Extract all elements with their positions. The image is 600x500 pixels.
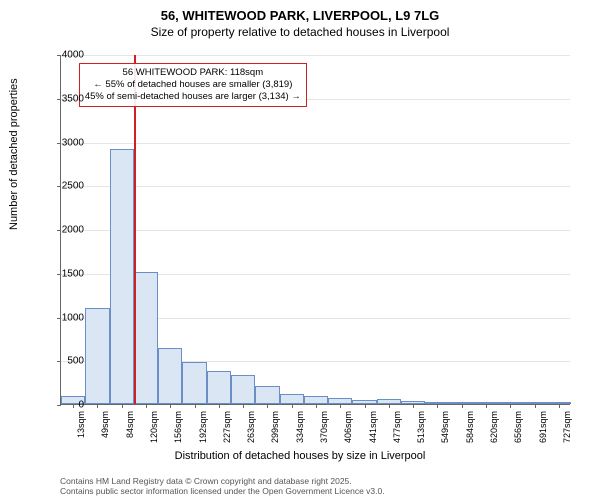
plot-area: 56 WHITEWOOD PARK: 118sqm← 55% of detach… <box>60 55 570 405</box>
annotation-line-1: 56 WHITEWOOD PARK: 118sqm <box>85 67 301 79</box>
xtick-label: 334sqm <box>295 411 305 451</box>
xtick-label: 370sqm <box>319 411 329 451</box>
xtick-label: 120sqm <box>149 411 159 451</box>
ytick-label: 500 <box>44 356 84 367</box>
xtick-mark <box>535 404 536 408</box>
bars-group <box>61 55 570 404</box>
bar <box>182 362 206 404</box>
xtick-mark <box>292 404 293 408</box>
xtick-mark <box>195 404 196 408</box>
xtick-label: 549sqm <box>440 411 450 451</box>
xtick-label: 227sqm <box>222 411 232 451</box>
xtick-mark <box>170 404 171 408</box>
xtick-label: 13sqm <box>76 411 86 451</box>
xtick-label: 691sqm <box>538 411 548 451</box>
bar <box>207 371 231 404</box>
xtick-mark <box>267 404 268 408</box>
xtick-label: 263sqm <box>246 411 256 451</box>
footer-line-2: Contains public sector information licen… <box>60 486 385 496</box>
chart-footer: Contains HM Land Registry data © Crown c… <box>60 476 385 496</box>
xtick-label: 49sqm <box>100 411 110 451</box>
xtick-mark <box>462 404 463 408</box>
xtick-label: 441sqm <box>368 411 378 451</box>
ytick-label: 1500 <box>44 268 84 279</box>
xtick-label: 477sqm <box>392 411 402 451</box>
annotation-line-2: ← 55% of detached houses are smaller (3,… <box>85 79 301 91</box>
xtick-mark <box>219 404 220 408</box>
annotation-line-3: 45% of semi-detached houses are larger (… <box>85 91 301 103</box>
chart-title: 56, WHITEWOOD PARK, LIVERPOOL, L9 7LG <box>0 0 600 23</box>
xtick-mark <box>486 404 487 408</box>
ytick-label: 1000 <box>44 312 84 323</box>
xtick-label: 620sqm <box>489 411 499 451</box>
xtick-mark <box>389 404 390 408</box>
bar <box>85 308 109 404</box>
footer-line-1: Contains HM Land Registry data © Crown c… <box>60 476 385 486</box>
xtick-label: 156sqm <box>173 411 183 451</box>
bar <box>158 348 182 404</box>
ytick-label: 3000 <box>44 137 84 148</box>
xtick-label: 656sqm <box>513 411 523 451</box>
xtick-mark <box>413 404 414 408</box>
xtick-mark <box>316 404 317 408</box>
xtick-mark <box>97 404 98 408</box>
xtick-label: 192sqm <box>198 411 208 451</box>
bar <box>255 386 279 404</box>
xtick-label: 513sqm <box>416 411 426 451</box>
xtick-label: 406sqm <box>343 411 353 451</box>
xtick-label: 727sqm <box>562 411 572 451</box>
xtick-mark <box>559 404 560 408</box>
xtick-mark <box>365 404 366 408</box>
ytick-label: 2500 <box>44 181 84 192</box>
x-axis-label: Distribution of detached houses by size … <box>0 450 600 462</box>
xtick-label: 84sqm <box>125 411 135 451</box>
ytick-label: 2000 <box>44 225 84 236</box>
xtick-mark <box>146 404 147 408</box>
y-axis-label: Number of detached properties <box>8 78 20 230</box>
annotation-box: 56 WHITEWOOD PARK: 118sqm← 55% of detach… <box>79 63 307 107</box>
xtick-mark <box>510 404 511 408</box>
marker-line <box>134 55 136 404</box>
xtick-label: 299sqm <box>270 411 280 451</box>
bar <box>110 149 134 405</box>
xtick-mark <box>437 404 438 408</box>
bar <box>304 396 328 404</box>
xtick-mark <box>122 404 123 408</box>
chart-container: 56, WHITEWOOD PARK, LIVERPOOL, L9 7LG Si… <box>0 0 600 500</box>
bar <box>280 394 304 405</box>
xtick-mark <box>340 404 341 408</box>
xtick-label: 584sqm <box>465 411 475 451</box>
ytick-label: 4000 <box>44 50 84 61</box>
ytick-label: 0 <box>44 400 84 411</box>
xtick-mark <box>243 404 244 408</box>
chart-subtitle: Size of property relative to detached ho… <box>0 25 600 39</box>
bar <box>231 375 255 404</box>
bar <box>134 272 158 404</box>
ytick-label: 3500 <box>44 93 84 104</box>
